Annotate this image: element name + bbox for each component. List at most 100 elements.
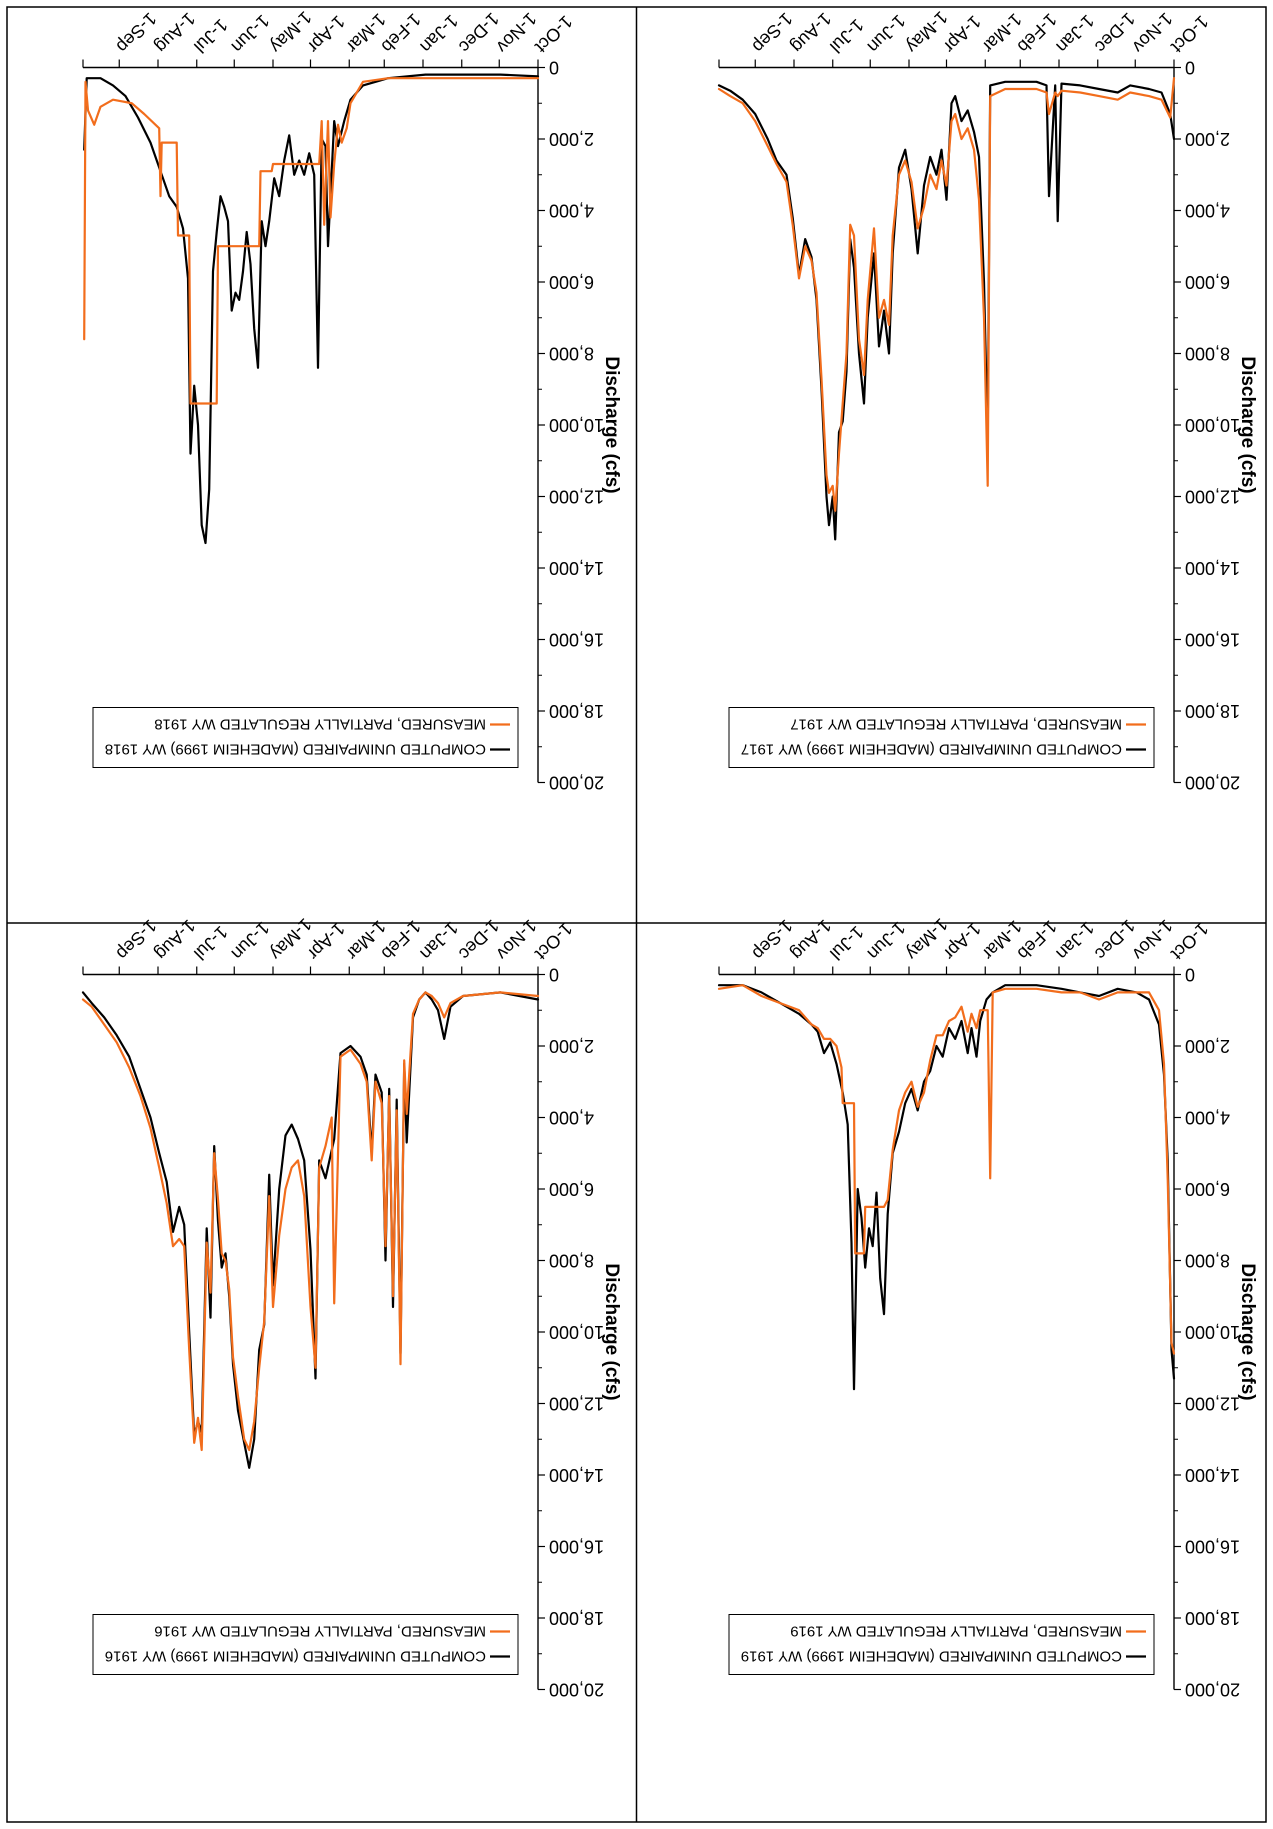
y-tick-label: 18,000	[549, 701, 604, 721]
x-tick-label: 1-Oct	[1167, 12, 1212, 57]
y-tick-label: 18,000	[549, 1608, 604, 1628]
x-tick-label: 1-Mar	[978, 9, 1025, 56]
y-tick-label: 18,000	[1185, 701, 1240, 721]
y-tick-label: 4,000	[1185, 1108, 1230, 1128]
computed-series-line	[83, 73, 540, 545]
chart-panels: 20,000 18,000 16,000 14,000 12,000 10,000 8,00…	[81, 7, 1258, 1700]
x-tick-label: 1-Nov	[492, 9, 540, 57]
x-tick-label: 1-Jun	[227, 11, 273, 57]
legend-box	[92, 1614, 519, 1675]
x-tick-label: 1-Feb	[1013, 9, 1060, 56]
x-tick-label: 1-Aug	[787, 9, 835, 57]
x-tick-label: 1-Oct	[1167, 919, 1212, 964]
y-axis-title: Discharge (cfs)	[1237, 1263, 1258, 1400]
y-tick-label: 16,000	[549, 630, 604, 650]
y-tick-label: 4,000	[549, 1108, 594, 1128]
y-tick-label: 4,000	[1185, 201, 1230, 221]
chart-panel-upper-left: 20,000 18,000 16,000 14,000 12,000 10,000 8,00…	[81, 914, 622, 1700]
computed-series-line	[717, 984, 1176, 1391]
y-tick-label: 12,000	[1185, 1394, 1240, 1414]
y-tick-label: 6,000	[549, 1179, 594, 1199]
x-tick-label: 1-Jan	[416, 11, 462, 57]
legend-box	[728, 707, 1155, 768]
y-tick-label: 2,000	[549, 129, 594, 149]
legend: COMPUTED UNIMPAIRED (MADEHEIM 1999) WY 1…	[728, 1614, 1155, 1675]
y-tick-label: 6,000	[1185, 1179, 1230, 1199]
y-tick-label: 2,000	[1185, 1036, 1230, 1056]
x-tick-label: 1-Sep	[748, 9, 796, 57]
x-tick-label: 1-May	[266, 914, 316, 964]
y-tick-label: 12,000	[549, 487, 604, 507]
y-tick-label: 8,000	[549, 1251, 594, 1271]
y-axis-title: Discharge (cfs)	[1237, 356, 1258, 493]
y-tick-label: 16,000	[1185, 1537, 1240, 1557]
x-tick-label: 1-Oct	[531, 919, 576, 964]
y-tick-label: 20,000	[549, 773, 604, 793]
y-tick-label: 20,000	[549, 1680, 604, 1700]
y-tick-label: 14,000	[549, 1465, 604, 1485]
legend-entry: COMPUTED UNIMPAIRED (MADEHEIM 1999) WY 1…	[105, 1648, 486, 1665]
x-tick-label: 1-Mar	[342, 9, 389, 56]
x-tick-label: 1-Feb	[377, 9, 424, 56]
x-tick-label: 1-Jun	[863, 11, 909, 57]
chart-panel-lower-left: 20,000 18,000 16,000 14,000 12,000 10,000 8,00…	[82, 7, 622, 793]
y-tick-label: 14,000	[1185, 1465, 1240, 1485]
x-tick-label: 1-Jan	[1052, 918, 1098, 964]
legend-entry: COMPUTED UNIMPAIRED (MADEHEIM 1999) WY 1…	[741, 741, 1122, 758]
y-tick-label: 20,000	[1185, 1680, 1240, 1700]
measured-series-line	[717, 77, 1176, 512]
legend-entry: MEASURED, PARTIALLY REGULATED WY 1918	[154, 716, 486, 733]
y-tick-label: 8,000	[1185, 1251, 1230, 1271]
x-tick-label: 1-Aug	[151, 9, 199, 57]
x-tick-label: 1-Jan	[1052, 11, 1098, 57]
legend-entry: MEASURED, PARTIALLY REGULATED WY 1919	[790, 1623, 1122, 1640]
measured-series-line	[717, 984, 1176, 1355]
y-tick-label: 2,000	[549, 1036, 594, 1056]
measured-series-line	[81, 991, 540, 1452]
y-tick-label: 2,000	[1185, 129, 1230, 149]
legend-entry: MEASURED, PARTIALLY REGULATED WY 1916	[154, 1623, 486, 1640]
x-tick-label: 1-May	[266, 7, 316, 57]
x-tick-label: 1-Jun	[863, 918, 909, 964]
x-tick-label: 1-Jun	[227, 918, 273, 964]
y-tick-label: 8,000	[549, 344, 594, 364]
y-tick-label: 16,000	[1185, 630, 1240, 650]
x-tick-label: 1-May	[902, 914, 952, 964]
computed-series-line	[717, 80, 1176, 541]
y-tick-label: 10,000	[1185, 1322, 1240, 1342]
y-tick-label: 6,000	[549, 272, 594, 292]
y-tick-label: 0	[549, 58, 559, 78]
y-tick-label: 10,000	[549, 1322, 604, 1342]
x-tick-label: 1-Oct	[531, 12, 576, 57]
y-tick-label: 18,000	[1185, 1608, 1240, 1628]
legend-box	[92, 707, 519, 768]
x-tick-label: 1-Dec	[455, 9, 503, 57]
computed-series-line	[81, 991, 540, 1469]
measured-series-line	[83, 77, 540, 405]
chart-panel-upper-right: 20,000 18,000 16,000 14,000 12,000 10,000 8,00…	[717, 7, 1258, 793]
legend-box	[728, 1614, 1155, 1675]
x-tick-label: 1-Dec	[1091, 9, 1139, 57]
y-tick-label: 4,000	[549, 201, 594, 221]
legend: COMPUTED UNIMPAIRED (MADEHEIM 1999) WY 1…	[92, 1614, 519, 1675]
y-tick-label: 0	[1185, 58, 1195, 78]
y-tick-label: 16,000	[549, 1537, 604, 1557]
y-tick-label: 14,000	[1185, 558, 1240, 578]
y-tick-label: 20,000	[1185, 773, 1240, 793]
chart-panel-lower-right: 20,000 18,000 16,000 14,000 12,000 10,000 8,00…	[717, 914, 1258, 1700]
y-tick-label: 14,000	[549, 558, 604, 578]
legend-entry: MEASURED, PARTIALLY REGULATED WY 1917	[790, 716, 1122, 733]
y-tick-label: 12,000	[549, 1394, 604, 1414]
y-tick-label: 8,000	[1185, 344, 1230, 364]
legend-entry: COMPUTED UNIMPAIRED (MADEHEIM 1999) WY 1…	[105, 741, 486, 758]
y-tick-label: 0	[549, 965, 559, 985]
y-tick-label: 10,000	[549, 415, 604, 435]
y-tick-label: 10,000	[1185, 415, 1240, 435]
x-tick-label: 1-Nov	[1128, 9, 1176, 57]
y-tick-label: 0	[1185, 965, 1195, 985]
y-axis-title: Discharge (cfs)	[601, 1263, 622, 1400]
legend: COMPUTED UNIMPAIRED (MADEHEIM 1999) WY 1…	[92, 707, 519, 768]
x-tick-label: 1-May	[902, 7, 952, 57]
